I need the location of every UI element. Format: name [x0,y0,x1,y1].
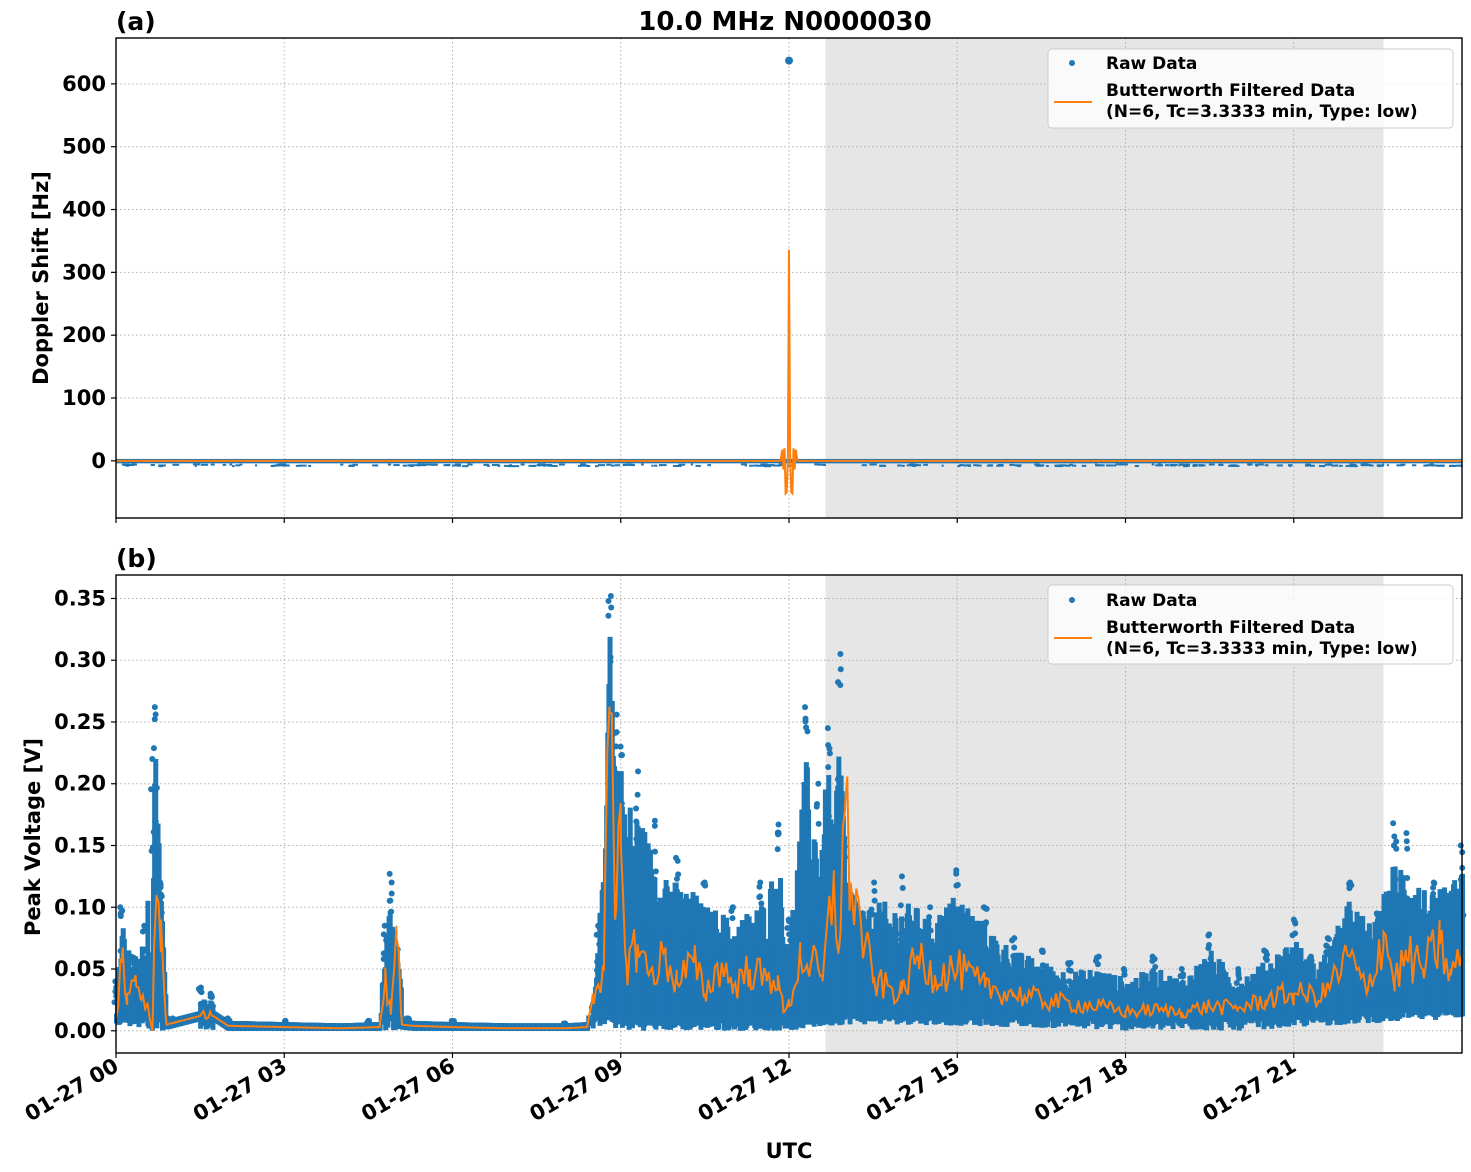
panel-a-ylabel: Doppler Shift [Hz] [29,171,53,385]
panel-a: (a) Doppler Shift [Hz] 600 500 400 300 200 10… [29,7,1463,523]
panel-b-yticks: 0.35 0.30 0.25 0.20 0.15 0.10 0.05 0.00 [54,586,116,1043]
y-tick-label: 0 [91,449,106,473]
y-tick-label: 0.10 [54,895,106,919]
x-axis-label: UTC [766,1139,813,1163]
y-tick-label: 500 [62,135,106,159]
y-tick-label: 0.00 [54,1019,106,1043]
x-tick-label: 01-27 03 [189,1054,291,1127]
y-tick-label: 300 [62,260,106,284]
raw-data-marker-icon [1069,597,1075,603]
legend-raw-label: Raw Data [1106,54,1197,74]
raw-outlier-point [785,56,793,65]
filtered-data-line [116,249,1462,497]
axes-frame [115,574,1463,1054]
legend-filtered-label-1: Butterworth Filtered Data [1106,81,1355,101]
x-tick-label: 01-27 15 [862,1054,964,1127]
legend-filtered-label-2: (N=6, Tc=3.3333 min, Type: low) [1106,639,1418,659]
figure-title: 10.0 MHz N0000030 [638,7,931,37]
y-tick-label: 0.30 [54,648,106,672]
y-tick-label: 0.35 [54,586,106,610]
y-tick-label: 200 [62,323,106,347]
y-tick-label: 0.15 [54,833,106,857]
legend-filtered-label-1: Butterworth Filtered Data [1106,618,1355,638]
panel-b-ylabel: Peak Voltage [V] [21,738,45,936]
x-tick-label: 01-27 00 [21,1054,123,1127]
x-tick-labels: 01-27 00 01-27 03 01-27 06 01-27 09 01-27 12… [21,1054,1301,1127]
y-tick-label: 0.05 [54,957,106,981]
y-tick-label: 100 [62,386,106,410]
x-tick-label: 01-27 18 [1030,1054,1132,1127]
y-tick-label: 400 [62,198,106,222]
raw-data-marker-icon [1069,60,1075,66]
filtered-data-line [115,706,1463,1032]
x-tick-label: 01-27 06 [357,1054,459,1127]
panel-b: (b) Peak Voltage [V] 0.35 0.30 0.25 0.20 0.1… [21,544,1467,1058]
axes-frame [115,37,1463,519]
panel-b-label: (b) [116,544,157,573]
x-tick-label: 01-27 12 [694,1054,796,1127]
legend-raw-label: Raw Data [1106,591,1197,611]
panel-a-yticks: 600 500 400 300 200 100 0 [62,72,116,473]
raw-data-points [116,56,1463,468]
panel-a-label: (a) [116,7,156,36]
x-tick-label: 01-27 21 [1198,1054,1300,1127]
y-tick-label: 0.25 [54,710,106,734]
legend-filtered-label-2: (N=6, Tc=3.3333 min, Type: low) [1106,102,1418,122]
y-tick-label: 0.20 [54,772,106,796]
y-tick-label: 600 [62,72,106,96]
panel-a-legend: Raw Data Butterworth Filtered Data (N=6,… [1047,48,1454,129]
panel-b-legend: Raw Data Butterworth Filtered Data (N=6,… [1047,584,1454,665]
x-tick-label: 01-27 09 [525,1054,627,1127]
